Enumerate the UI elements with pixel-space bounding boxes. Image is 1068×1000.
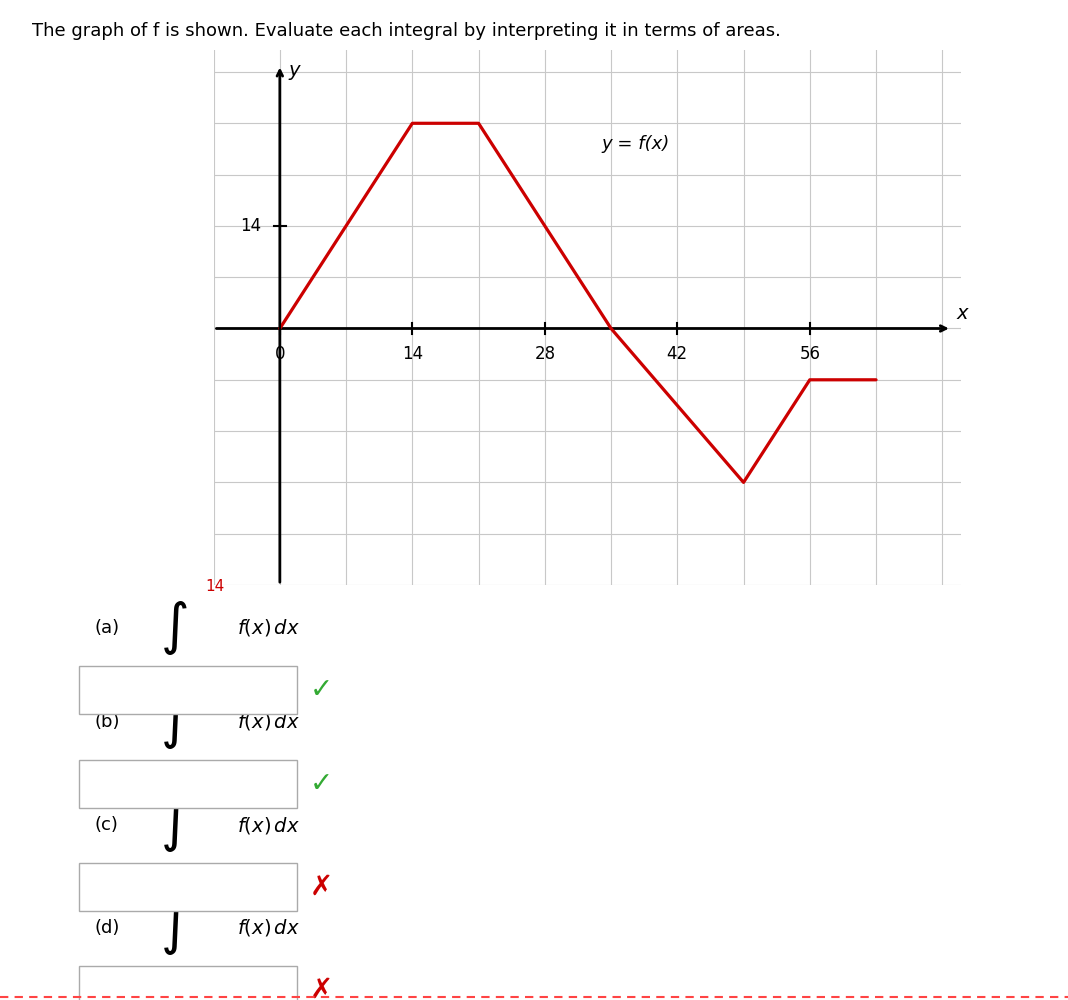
Text: 42: 42 — [666, 345, 688, 363]
Text: 14: 14 — [402, 345, 423, 363]
Text: $\int$: $\int$ — [160, 693, 188, 751]
Text: x: x — [957, 304, 968, 323]
Text: $\int$: $\int$ — [160, 599, 188, 657]
Text: 35: 35 — [205, 673, 224, 688]
FancyBboxPatch shape — [79, 863, 297, 911]
Text: (c): (c) — [95, 816, 119, 834]
Text: 0: 0 — [274, 345, 285, 363]
Text: 49: 49 — [205, 776, 224, 791]
Text: 490: 490 — [95, 775, 129, 793]
Text: 14: 14 — [240, 217, 261, 235]
Text: ✓: ✓ — [310, 676, 332, 704]
FancyBboxPatch shape — [79, 666, 297, 714]
Text: $f(x)\,dx$: $f(x)\,dx$ — [237, 918, 300, 938]
Text: $f(x)\,dx$: $f(x)\,dx$ — [237, 712, 300, 732]
Text: 63: 63 — [205, 879, 224, 894]
Text: 0: 0 — [189, 966, 199, 981]
Text: 196: 196 — [95, 681, 129, 699]
Text: The graph of f is shown. Evaluate each integral by interpreting it in terms of a: The graph of f is shown. Evaluate each i… — [32, 22, 781, 40]
Text: 490: 490 — [95, 878, 129, 896]
Text: (b): (b) — [95, 713, 121, 731]
Text: ✗: ✗ — [310, 873, 332, 901]
Text: y: y — [288, 61, 300, 80]
Text: 14: 14 — [205, 579, 224, 594]
Text: y = f(x): y = f(x) — [601, 135, 670, 153]
Text: ✗: ✗ — [310, 976, 332, 1000]
Text: 882: 882 — [95, 981, 129, 999]
Text: (a): (a) — [95, 619, 120, 637]
Text: $\int$: $\int$ — [160, 899, 188, 957]
FancyBboxPatch shape — [79, 760, 297, 808]
Text: 35: 35 — [189, 863, 208, 878]
Text: (d): (d) — [95, 919, 121, 937]
FancyBboxPatch shape — [79, 966, 297, 1000]
Text: 0: 0 — [189, 760, 199, 775]
Text: ✓: ✓ — [310, 770, 332, 798]
Text: 56: 56 — [799, 345, 820, 363]
Text: 28: 28 — [534, 345, 555, 363]
Text: 0: 0 — [189, 666, 199, 681]
Text: $\int$: $\int$ — [160, 796, 188, 854]
Text: $f(x)\,dx$: $f(x)\,dx$ — [237, 814, 300, 836]
Text: $f(x)\,dx$: $f(x)\,dx$ — [237, 618, 300, 639]
